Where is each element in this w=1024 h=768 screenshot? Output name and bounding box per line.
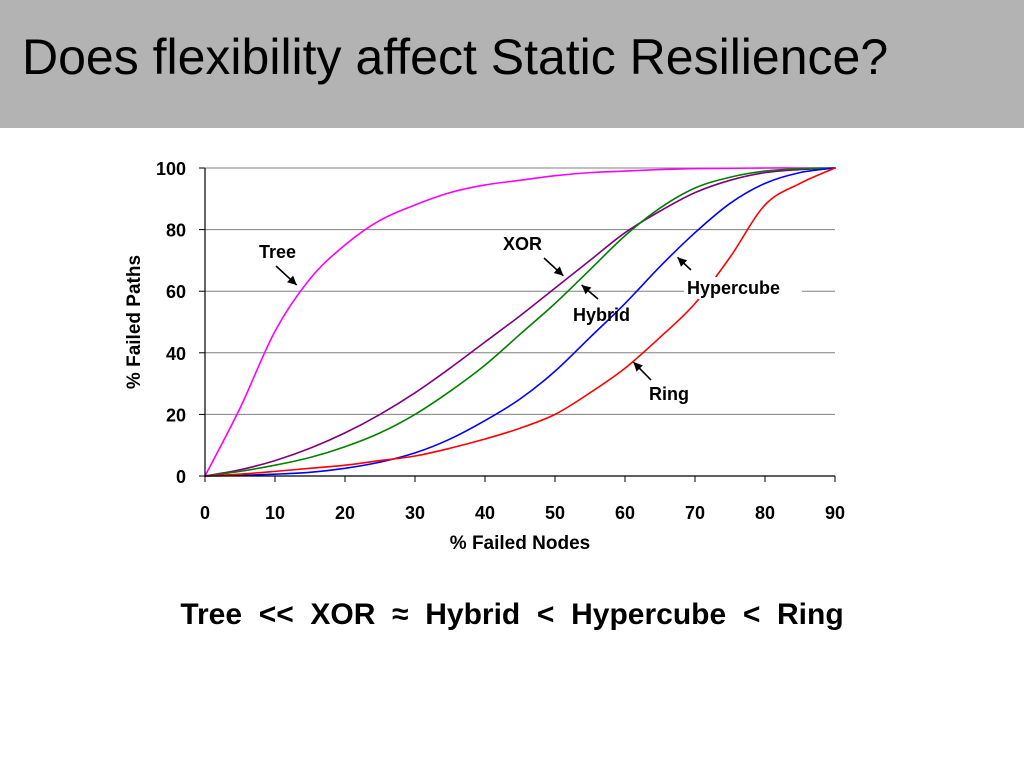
annotation-arrowhead-xor [553, 266, 564, 276]
x-tick-label-90: 90 [825, 503, 845, 523]
x-tick-label-10: 10 [265, 503, 285, 523]
chart-area: 0 10 20 30 40 50 60 70 80 90 0 20 40 60 80 100 Tree XOR… [0, 128, 1024, 608]
x-tick-label-40: 40 [475, 503, 495, 523]
series-line-ring [204, 167, 836, 477]
axes [204, 168, 835, 477]
slide-title: Does flexibility affect Static Resilienc… [22, 29, 889, 85]
annotation-arrowhead-tree [287, 275, 297, 286]
annotation-arrowhead-ring [633, 362, 643, 372]
x-tick-label-20: 20 [335, 503, 355, 523]
resilience-ranking: Tree << XOR ≈ Hybrid < Hypercube < Ring [180, 598, 844, 631]
y-tick-label-20: 20 [166, 405, 186, 425]
y-tick-label-0: 0 [176, 467, 186, 487]
series-lines [204, 167, 836, 477]
series-label-tree: Tree [259, 242, 296, 262]
annotation-arrowhead-hypercube [677, 257, 688, 267]
y-tick-label-40: 40 [166, 344, 186, 364]
x-tick-label-50: 50 [545, 503, 565, 523]
y-tick-label-80: 80 [166, 221, 186, 241]
x-tick-label-60: 60 [615, 503, 635, 523]
series-label-ring: Ring [649, 384, 689, 404]
annotations: Tree XOR Hybrid Hypercube Ring [259, 234, 802, 404]
x-tick-label-80: 80 [755, 503, 775, 523]
x-ticks: 0 10 20 30 40 50 60 70 80 90 [200, 476, 845, 523]
line-chart: 0 10 20 30 40 50 60 70 80 90 0 20 40 60 80 100 Tree XOR… [124, 159, 845, 554]
y-tick-label-60: 60 [166, 282, 186, 302]
annotation-arrowhead-hybrid [581, 285, 592, 295]
y-axis-title: % Failed Paths [124, 255, 145, 389]
x-tick-label-70: 70 [685, 503, 705, 523]
series-line-tree [204, 167, 836, 477]
annotation-bg-hypercube [684, 277, 802, 299]
series-label-hybrid: Hybrid [573, 305, 630, 325]
x-axis-title: % Failed Nodes [450, 533, 590, 554]
title-bar: Does flexibility affect Static Resilienc… [0, 0, 1024, 128]
gridlines [205, 167, 835, 415]
x-tick-label-30: 30 [405, 503, 425, 523]
series-line-hypercube [204, 167, 836, 477]
y-tick-label-100: 100 [156, 159, 186, 179]
x-tick-label-0: 0 [200, 503, 210, 523]
series-label-xor: XOR [503, 234, 542, 254]
series-line-xor [204, 167, 836, 477]
y-ticks: 0 20 40 60 80 100 [156, 159, 205, 487]
series-label-hypercube: Hypercube [687, 278, 780, 298]
series-line-hybrid [204, 167, 836, 477]
